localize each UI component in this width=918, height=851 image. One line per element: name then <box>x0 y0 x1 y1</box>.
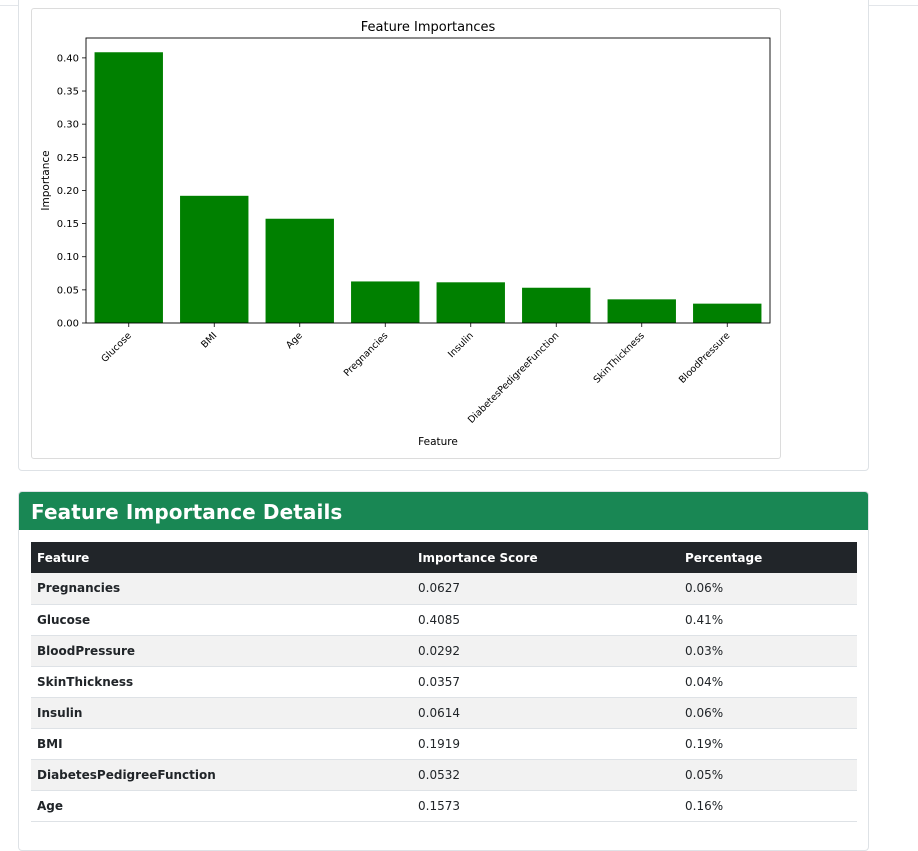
score-cell: 0.1919 <box>412 728 679 760</box>
column-header-percentage: Percentage <box>679 542 857 573</box>
details-card-header: Feature Importance Details <box>19 492 868 530</box>
table-row: BMI 0.1919 0.19% <box>31 728 857 760</box>
x-tick-label: Insulin <box>446 330 476 360</box>
y-axis-label: Importance <box>40 150 52 210</box>
percentage-cell: 0.03% <box>679 635 857 667</box>
score-cell: 0.0614 <box>412 697 679 729</box>
table-header-row: Feature Importance Score Percentage <box>31 542 857 573</box>
y-tick-label: 0.05 <box>57 285 79 296</box>
y-tick-label: 0.35 <box>57 87 79 98</box>
feature-cell: Insulin <box>31 697 412 729</box>
bar-skinthickness <box>607 299 676 323</box>
y-tick-label: 0.25 <box>57 153 79 164</box>
percentage-cell: 0.41% <box>679 604 857 636</box>
table-row: Pregnancies 0.0627 0.06% <box>31 573 857 605</box>
score-cell: 0.0532 <box>412 759 679 791</box>
x-tick-label: Pregnancies <box>342 330 391 379</box>
feature-cell: Age <box>31 790 412 822</box>
table-row: Insulin 0.0614 0.06% <box>31 697 857 729</box>
percentage-cell: 0.19% <box>679 728 857 760</box>
details-table: Feature Importance Score Percentage Preg… <box>31 542 857 822</box>
y-tick-label: 0.20 <box>57 186 79 197</box>
x-tick-label: Age <box>284 330 305 351</box>
table-row: DiabetesPedigreeFunction 0.0532 0.05% <box>31 759 857 791</box>
x-tick-label: Glucose <box>99 330 134 365</box>
x-tick-label: DiabetesPedigreeFunction <box>466 330 561 425</box>
table-row: Age 0.1573 0.16% <box>31 790 857 822</box>
y-tick-label: 0.15 <box>57 219 79 230</box>
table-row: SkinThickness 0.0357 0.04% <box>31 666 857 698</box>
percentage-cell: 0.16% <box>679 790 857 822</box>
x-axis-label: Feature <box>418 436 458 448</box>
bar-glucose <box>94 52 163 323</box>
bar-bmi <box>180 195 249 323</box>
feature-importance-chart: Feature Importances 0.00 0.05 0.10 0.15 0.20 0… <box>40 20 771 448</box>
y-tick-label: 0.40 <box>57 53 79 64</box>
feature-cell: BMI <box>31 728 412 760</box>
score-cell: 0.0357 <box>412 666 679 698</box>
bar-bloodpressure <box>693 303 762 323</box>
x-tick-label: BMI <box>199 330 219 350</box>
y-tick-label: 0.30 <box>57 120 79 131</box>
plot-frame <box>85 37 771 324</box>
score-cell: 0.1573 <box>412 790 679 822</box>
bar-age <box>265 218 334 323</box>
percentage-cell: 0.06% <box>679 573 857 605</box>
bar-diabetespedigreefunction <box>522 287 591 323</box>
feature-cell: Glucose <box>31 604 412 636</box>
percentage-cell: 0.04% <box>679 666 857 698</box>
score-cell: 0.0627 <box>412 573 679 605</box>
feature-cell: Pregnancies <box>31 573 412 605</box>
y-tick-label: 0.10 <box>57 252 79 263</box>
bar-insulin <box>436 282 505 323</box>
percentage-cell: 0.05% <box>679 759 857 791</box>
percentage-cell: 0.06% <box>679 697 857 729</box>
details-title: Feature Importance Details <box>31 500 343 524</box>
column-header-score: Importance Score <box>412 542 679 573</box>
table-row: BloodPressure 0.0292 0.03% <box>31 635 857 667</box>
feature-cell: DiabetesPedigreeFunction <box>31 759 412 791</box>
y-tick-label: 0.00 <box>57 319 79 330</box>
details-card: Feature Importance Details Feature Impor… <box>18 491 869 851</box>
column-header-feature: Feature <box>31 542 412 573</box>
feature-cell: BloodPressure <box>31 635 412 667</box>
feature-cell: SkinThickness <box>31 666 412 698</box>
chart-title: Feature Importances <box>361 20 496 35</box>
x-tick-label: BloodPressure <box>677 330 733 386</box>
score-cell: 0.4085 <box>412 604 679 636</box>
score-cell: 0.0292 <box>412 635 679 667</box>
x-tick-label: SkinThickness <box>592 330 647 385</box>
bar-pregnancies <box>351 281 420 323</box>
table-row: Glucose 0.4085 0.41% <box>31 604 857 636</box>
